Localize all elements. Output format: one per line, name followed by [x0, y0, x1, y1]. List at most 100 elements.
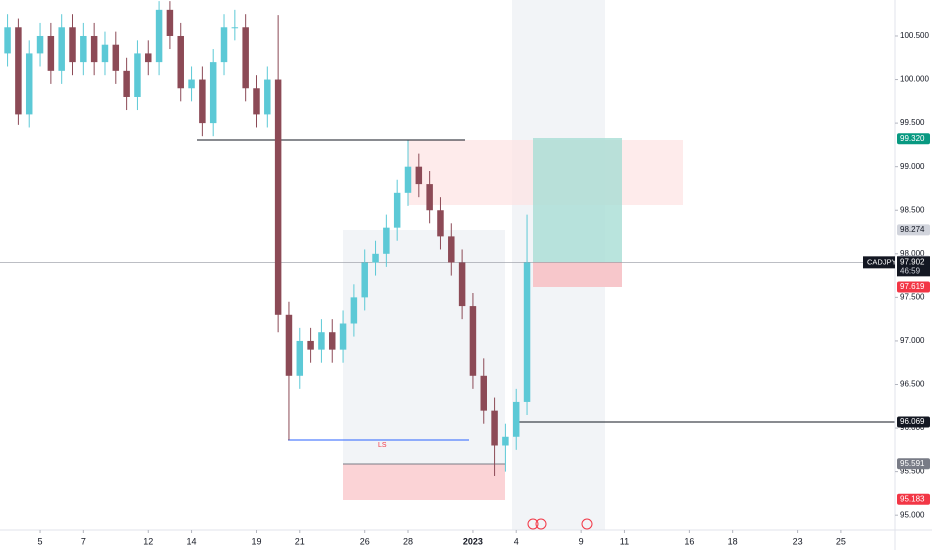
y-tick-label: 96.000 — [900, 423, 925, 432]
price-label-box — [897, 416, 930, 428]
candle-body — [25, 53, 33, 115]
price-label: 96.069 — [900, 417, 925, 426]
x-tick-label: 14 — [187, 536, 197, 546]
candle-body — [372, 253, 379, 263]
price-label: 98.274 — [900, 225, 925, 234]
candle-body — [177, 35, 184, 89]
candle-body — [523, 262, 531, 402]
x-tick-label: 21 — [295, 536, 305, 546]
y-tick-label: 95.500 — [900, 467, 925, 476]
y-tick-label: 100.000 — [900, 75, 929, 84]
price-label-box — [897, 493, 930, 505]
candle-body — [339, 323, 347, 350]
candle-body — [112, 44, 120, 71]
candle-body — [296, 340, 304, 376]
candle-body — [512, 401, 520, 437]
price-label-box — [897, 281, 930, 293]
x-tick-label: 2023 — [463, 536, 483, 546]
y-tick-label: 99.000 — [900, 162, 925, 171]
range-box — [343, 230, 505, 464]
candle-body — [209, 62, 217, 124]
x-tick-label: 25 — [836, 536, 846, 546]
candle-body — [458, 262, 466, 307]
candle-body — [15, 27, 22, 115]
price-label: 95.183 — [900, 494, 925, 503]
candle-body — [491, 410, 498, 446]
x-tick-label: 5 — [38, 536, 43, 546]
candle-body — [58, 27, 65, 71]
candle-body — [502, 436, 509, 446]
x-tick-label: 26 — [360, 536, 370, 546]
x-tick-label: 18 — [728, 536, 738, 546]
candle-body — [350, 297, 358, 324]
event-icon[interactable] — [535, 518, 547, 530]
candle-body — [307, 340, 314, 350]
y-tick-label: 98.500 — [900, 205, 925, 214]
x-tick-label: 16 — [684, 536, 694, 546]
candle-body — [220, 27, 228, 63]
price-label-box — [897, 133, 930, 145]
candle-body — [437, 210, 444, 237]
x-tick-label: 12 — [143, 536, 153, 546]
x-tick-label: 4 — [514, 536, 519, 546]
price-label: 97.902 — [900, 257, 925, 266]
price-label: 95.591 — [900, 459, 925, 468]
y-tick-label: 96.500 — [900, 380, 925, 389]
candle-body — [274, 79, 282, 315]
candle-body — [166, 9, 174, 36]
candle-body — [4, 27, 11, 54]
candle-body — [134, 53, 141, 97]
x-tick-label: 7 — [81, 536, 86, 546]
candle-body — [36, 35, 44, 54]
candle-body — [199, 79, 206, 124]
y-tick-label: 95.000 — [900, 510, 925, 519]
price-label: 97.619 — [900, 282, 925, 291]
candle-body — [361, 262, 368, 298]
demand-zone — [343, 464, 505, 500]
candle-body — [318, 332, 325, 350]
candle-body — [188, 79, 195, 89]
candle-body — [285, 314, 293, 376]
candle-body — [123, 70, 130, 97]
candle-body — [101, 44, 109, 63]
candle-body — [231, 27, 239, 29]
x-tick-label: 28 — [403, 536, 413, 546]
candle-body — [69, 27, 76, 63]
y-tick-label: 97.000 — [900, 336, 925, 345]
candle-body — [426, 184, 433, 211]
candle-body — [155, 9, 163, 63]
candle-body — [404, 166, 412, 193]
candle-body — [383, 227, 390, 254]
price-label-box — [897, 458, 930, 470]
candle-body — [393, 192, 401, 228]
y-tick-label: 98.000 — [900, 249, 925, 258]
target-box — [533, 138, 622, 262]
x-tick-label: 9 — [579, 536, 584, 546]
y-tick-label: 100.500 — [900, 31, 929, 40]
y-tick-label: 99.500 — [900, 118, 925, 127]
candle-body — [80, 35, 87, 63]
candle-body — [90, 35, 98, 63]
price-label-box — [897, 256, 930, 277]
candle-body — [415, 166, 423, 185]
event-icon[interactable] — [527, 518, 539, 530]
price-label-box — [897, 224, 930, 236]
stop-box — [533, 262, 622, 287]
event-icon[interactable] — [581, 518, 593, 530]
x-tick-label: 23 — [793, 536, 803, 546]
y-tick-label: 97.500 — [900, 292, 925, 301]
candle-body — [264, 79, 271, 115]
symbol-label: CADJPY — [867, 257, 897, 266]
x-tick-label: 19 — [251, 536, 261, 546]
candle-body — [253, 88, 260, 115]
candle-body — [469, 306, 477, 376]
candle-body — [448, 236, 455, 263]
price-label: 99.320 — [900, 134, 925, 143]
countdown: 46:59 — [900, 266, 921, 275]
symbol-box — [863, 256, 895, 269]
zone-label: LS — [378, 442, 387, 449]
x-tick-label: 11 — [620, 536, 629, 546]
candle-body — [47, 35, 55, 71]
candle-body — [242, 27, 249, 89]
